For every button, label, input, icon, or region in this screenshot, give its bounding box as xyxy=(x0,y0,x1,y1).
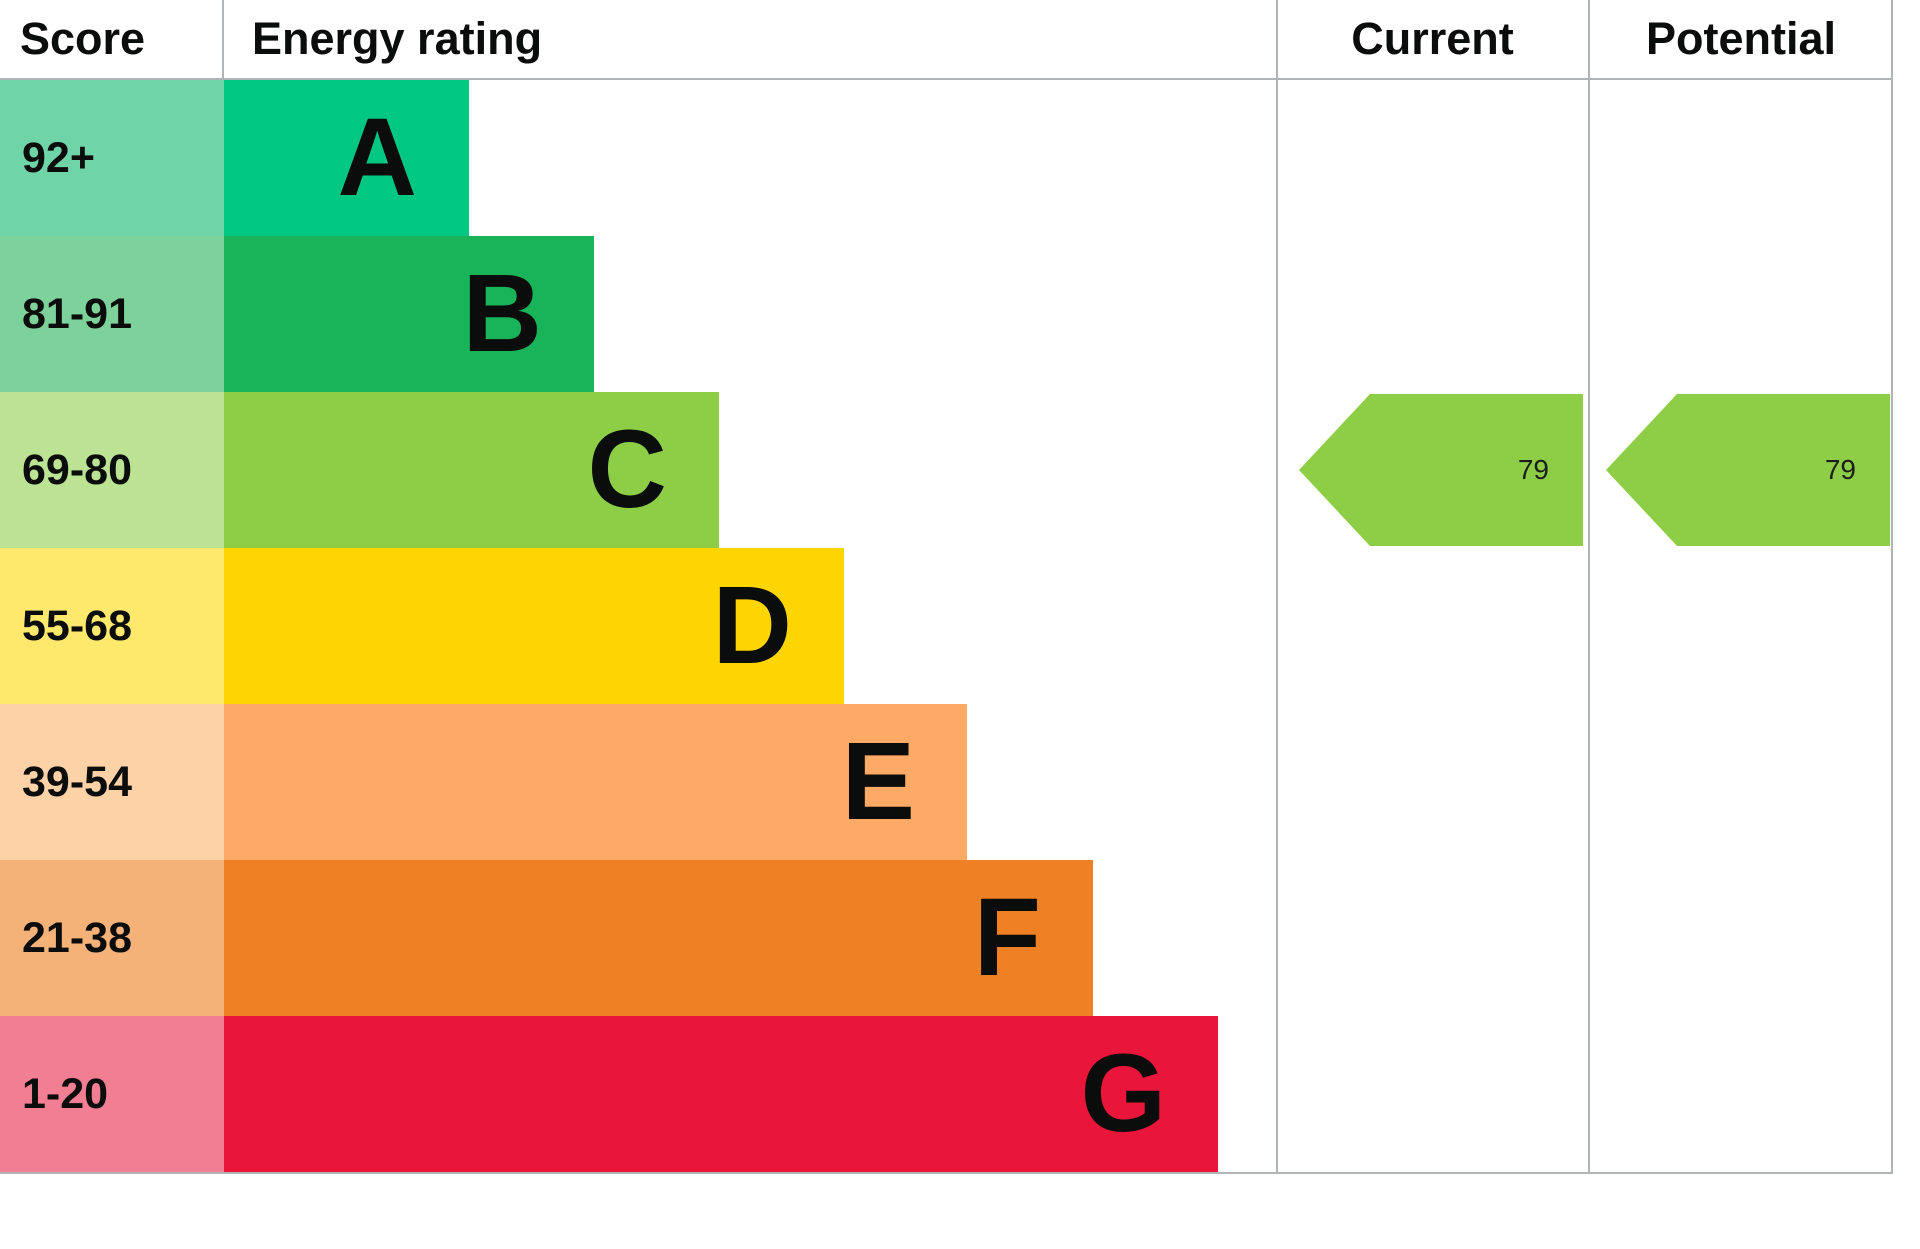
header-divider-line xyxy=(0,78,1893,80)
band-row-g: 1-20 G xyxy=(0,1016,1274,1172)
band-row-e: 39-54 E xyxy=(0,704,1274,860)
band-bar-c: C xyxy=(224,392,719,548)
band-letter-f: F xyxy=(973,876,1041,999)
band-row-b: 81-91 B xyxy=(0,236,1274,392)
band-letter-e: E xyxy=(841,720,915,843)
band-row-d: 55-68 D xyxy=(0,548,1274,704)
current-rating-arrow: 79 xyxy=(1299,394,1583,546)
potential-header: Potential xyxy=(1645,13,1837,64)
energy-rating-header: Energy rating xyxy=(252,13,543,64)
score-cell-e: 39-54 xyxy=(0,704,224,860)
score-cell-a: 92+ xyxy=(0,80,224,236)
potential-rating-value: 79 xyxy=(1824,454,1856,485)
band-bar-a: A xyxy=(224,80,469,236)
band-letter-c: C xyxy=(587,408,667,531)
band-bar-d: D xyxy=(224,548,844,704)
band-row-c: 69-80 C xyxy=(0,392,1274,548)
chart-bottom-line xyxy=(0,1172,1893,1174)
score-cell-d: 55-68 xyxy=(0,548,224,704)
band-letter-g: G xyxy=(1080,1032,1166,1155)
band-letter-d: D xyxy=(712,564,792,687)
score-cell-g: 1-20 xyxy=(0,1016,224,1172)
band-letter-b: B xyxy=(462,252,542,375)
band-bar-f: F xyxy=(224,860,1093,1016)
current-column-left-line xyxy=(1276,0,1278,1174)
current-potential-divider-line xyxy=(1588,0,1590,1174)
potential-column-right-line xyxy=(1891,0,1893,1174)
band-bar-e: E xyxy=(224,704,967,860)
band-row-a: 92+ A xyxy=(0,80,1274,236)
score-cell-c: 69-80 xyxy=(0,392,224,548)
potential-rating-arrow: 79 xyxy=(1606,394,1890,546)
current-header: Current xyxy=(1351,13,1514,64)
band-row-f: 21-38 F xyxy=(0,860,1274,1016)
score-column-divider-line xyxy=(222,0,224,78)
band-letter-a: A xyxy=(337,96,417,219)
score-cell-b: 81-91 xyxy=(0,236,224,392)
score-header: Score xyxy=(20,13,146,64)
score-cell-f: 21-38 xyxy=(0,860,224,1016)
band-bar-g: G xyxy=(224,1016,1218,1172)
energy-bands: 92+ A 81-91 B 69-80 C 55-68 D 39-54 xyxy=(0,80,1274,1172)
band-bar-b: B xyxy=(224,236,594,392)
current-rating-value: 79 xyxy=(1517,454,1549,485)
